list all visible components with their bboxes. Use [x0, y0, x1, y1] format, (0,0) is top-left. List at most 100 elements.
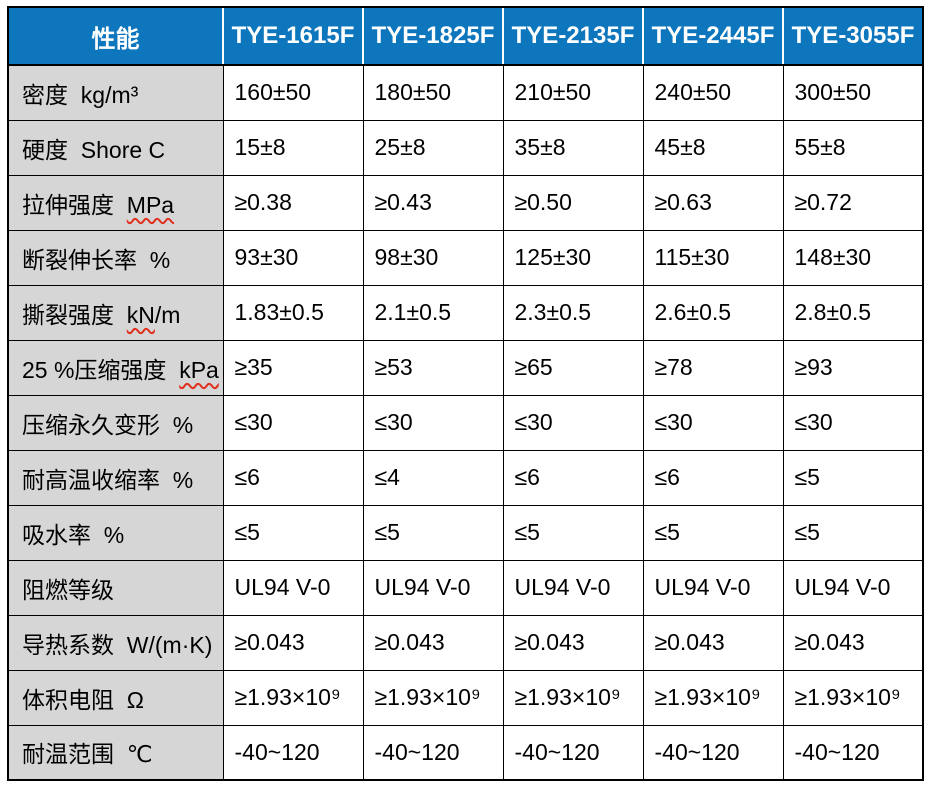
value-cell: ≥0.043: [782, 614, 924, 671]
table-row: 耐高温收缩率 % ≤6 ≤4 ≤6 ≤6 ≤5: [7, 449, 924, 506]
table-row: 耐温范围 ℃ -40~120 -40~120 -40~120 -40~120 -40~12…: [7, 724, 924, 781]
value-cell: ≥1.93×10⁹: [642, 669, 784, 726]
row-label-cell: 耐高温收缩率 %: [7, 449, 224, 506]
value-cell: ≥78: [642, 339, 784, 396]
value-cell: ≤5: [502, 504, 644, 561]
value-cell: ≥1.93×10⁹: [782, 669, 924, 726]
header-cell-product: TYE-2445F: [642, 6, 783, 66]
header-row: 性能 TYE-1615F TYE-1825F TYE-2135F TYE-2445F T…: [7, 6, 924, 66]
value-cell: UL94 V-0: [362, 559, 504, 616]
value-cell: ≥65: [502, 339, 644, 396]
value-cell: ≥1.93×10⁹: [362, 669, 504, 726]
row-label-pre: 密度 kg/m³: [22, 81, 139, 108]
table-row: 导热系数 W/(m·K) ≥0.043 ≥0.043 ≥0.043 ≥0.043 ≥0.0…: [7, 614, 924, 671]
row-label-cell: 吸水率 %: [7, 504, 224, 561]
value-cell: ≤6: [502, 449, 644, 506]
value-cell: -40~120: [782, 724, 924, 781]
table-row: 密度 kg/m³ 160±50 180±50 210±50 240±50 300±50: [7, 64, 924, 121]
row-label-pre: 压缩永久变形 %: [22, 411, 194, 438]
table-row: 撕裂强度 kN/m 1.83±0.5 2.1±0.5 2.3±0.5 2.6±0.5 2.…: [7, 284, 924, 341]
value-cell: 125±30: [502, 229, 644, 286]
row-label-post: /m: [154, 301, 181, 328]
value-cell: ≤4: [362, 449, 504, 506]
value-cell: ≥0.50: [502, 174, 644, 231]
header-cell-product: TYE-2135F: [502, 6, 643, 66]
row-label-cell: 导热系数 W/(m·K): [7, 614, 224, 671]
row-label-pre: 硬度 Shore C: [22, 136, 166, 163]
row-label-cell: 25 %压缩强度 kPa: [7, 339, 224, 396]
value-cell: ≤5: [782, 449, 924, 506]
row-label-cell: 体积电阻 Ω: [7, 669, 224, 726]
value-cell: ≥0.043: [642, 614, 784, 671]
header-cell-product: TYE-1615F: [222, 6, 363, 66]
value-cell: 148±30: [782, 229, 924, 286]
value-cell: ≤30: [642, 394, 784, 451]
value-cell: 98±30: [362, 229, 504, 286]
row-label-cell: 密度 kg/m³: [7, 64, 224, 121]
value-cell: UL94 V-0: [222, 559, 364, 616]
value-cell: UL94 V-0: [782, 559, 924, 616]
value-cell: -40~120: [362, 724, 504, 781]
row-label-cell: 硬度 Shore C: [7, 119, 224, 176]
value-cell: 15±8: [222, 119, 364, 176]
value-cell: 115±30: [642, 229, 784, 286]
value-cell: ≥0.63: [642, 174, 784, 231]
row-label-pre: 断裂伸长率 %: [22, 246, 171, 273]
value-cell: 93±30: [222, 229, 364, 286]
row-label-pre: 导热系数 W/(m·K): [22, 631, 213, 658]
value-cell: ≤5: [222, 504, 364, 561]
value-cell: 55±8: [782, 119, 924, 176]
value-cell: ≥0.043: [362, 614, 504, 671]
value-cell: ≥1.93×10⁹: [222, 669, 364, 726]
row-label-pre: 撕裂强度: [22, 301, 127, 328]
value-cell: 35±8: [502, 119, 644, 176]
row-label-cell: 撕裂强度 kN/m: [7, 284, 224, 341]
value-cell: ≤6: [642, 449, 784, 506]
row-label-pre: 阻燃等级: [22, 576, 114, 603]
value-cell: ≥35: [222, 339, 364, 396]
value-cell: 180±50: [362, 64, 504, 121]
value-cell: -40~120: [502, 724, 644, 781]
value-cell: UL94 V-0: [642, 559, 784, 616]
value-cell: UL94 V-0: [502, 559, 644, 616]
value-cell: 210±50: [502, 64, 644, 121]
row-label-pre: 耐高温收缩率 %: [22, 466, 194, 493]
table-body: 密度 kg/m³ 160±50 180±50 210±50 240±50 300±50 硬度…: [7, 64, 924, 781]
table-row: 吸水率 % ≤5 ≤5 ≤5 ≤5 ≤5: [7, 504, 924, 561]
header-cell-product: TYE-3055F: [782, 6, 924, 66]
table-row: 硬度 Shore C 15±8 25±8 35±8 45±8 55±8: [7, 119, 924, 176]
table-row: 阻燃等级 UL94 V-0 UL94 V-0 UL94 V-0 UL94 V-0 UL94…: [7, 559, 924, 616]
table-row: 压缩永久变形 % ≤30 ≤30 ≤30 ≤30 ≤30: [7, 394, 924, 451]
value-cell: 2.8±0.5: [782, 284, 924, 341]
row-label-flagged: kPa: [179, 356, 219, 383]
header-cell-property: 性能: [7, 6, 223, 66]
row-label-cell: 耐温范围 ℃: [7, 724, 224, 781]
table-row: 拉伸强度 MPa ≥0.38 ≥0.43 ≥0.50 ≥0.63 ≥0.72: [7, 174, 924, 231]
value-cell: ≥53: [362, 339, 504, 396]
value-cell: 1.83±0.5: [222, 284, 364, 341]
table-row: 断裂伸长率 % 93±30 98±30 125±30 115±30 148±30: [7, 229, 924, 286]
value-cell: ≤6: [222, 449, 364, 506]
row-label-cell: 断裂伸长率 %: [7, 229, 224, 286]
value-cell: ≥1.93×10⁹: [502, 669, 644, 726]
value-cell: 2.6±0.5: [642, 284, 784, 341]
row-label-pre: 吸水率 %: [22, 521, 125, 548]
value-cell: ≥0.38: [222, 174, 364, 231]
value-cell: 2.3±0.5: [502, 284, 644, 341]
row-label-cell: 拉伸强度 MPa: [7, 174, 224, 231]
value-cell: ≤5: [642, 504, 784, 561]
value-cell: ≥0.043: [502, 614, 644, 671]
value-cell: ≥0.72: [782, 174, 924, 231]
row-label-flagged: kN: [126, 301, 155, 328]
row-label-pre: 耐温范围 ℃: [22, 741, 153, 768]
value-cell: 45±8: [642, 119, 784, 176]
row-label-flagged: MPa: [126, 191, 175, 218]
row-label-cell: 压缩永久变形 %: [7, 394, 224, 451]
row-label-pre: 体积电阻 Ω: [22, 686, 144, 713]
value-cell: -40~120: [222, 724, 364, 781]
value-cell: ≤30: [362, 394, 504, 451]
value-cell: ≥0.43: [362, 174, 504, 231]
value-cell: ≥0.043: [222, 614, 364, 671]
table-row: 25 %压缩强度 kPa ≥35 ≥53 ≥65 ≥78 ≥93: [7, 339, 924, 396]
value-cell: ≤30: [502, 394, 644, 451]
